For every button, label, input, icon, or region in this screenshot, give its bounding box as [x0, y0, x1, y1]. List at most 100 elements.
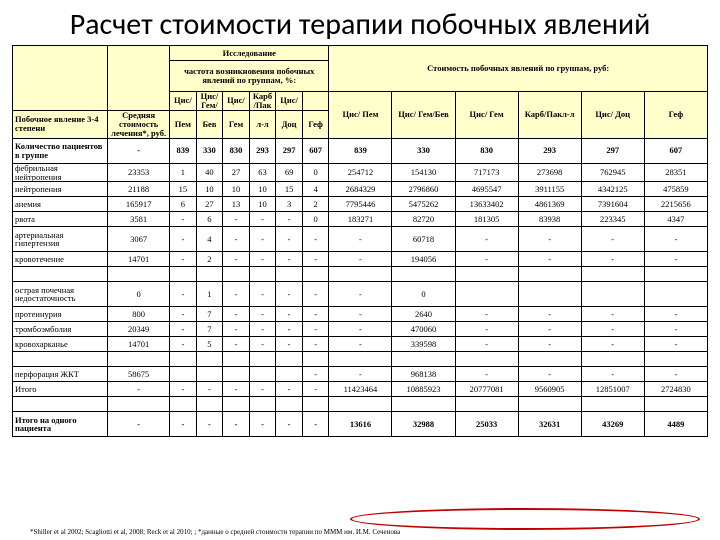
freq-cell: - [302, 412, 329, 437]
cost-cell: 4695547 [455, 182, 518, 197]
cost-cell: - [518, 307, 581, 322]
freq-cell: - [249, 252, 276, 267]
row-label: нейтропения [13, 182, 108, 197]
freq-cell: 69 [276, 163, 303, 182]
cost-cell: 297 [581, 138, 644, 163]
cost-cell: - [455, 322, 518, 337]
freq-cell: - [276, 252, 303, 267]
cost-cell: - [518, 252, 581, 267]
cost-cell: - [581, 227, 644, 252]
hdr-avg-cost: Средняя стоимость лечения*, руб. [108, 110, 170, 138]
cost-cell: 183271 [329, 212, 392, 227]
cost-cell: 83938 [518, 212, 581, 227]
row-label: кровохарканье [13, 337, 108, 352]
freq-cell: 5 [196, 337, 223, 352]
freq-cell: - [170, 252, 197, 267]
freq-cell: - [276, 212, 303, 227]
freq-cell: - [223, 337, 250, 352]
cost-cell: 968138 [392, 367, 455, 382]
freq-cell: - [302, 282, 329, 307]
freq-cell: 27 [223, 163, 250, 182]
freq-cell: 3 [276, 197, 303, 212]
cost-cell: 330 [392, 138, 455, 163]
freq-cell: - [302, 367, 329, 382]
cost-cell: - [581, 322, 644, 337]
freq-cell: 13 [223, 197, 250, 212]
cost-cell: - [581, 367, 644, 382]
freq-cell: - [302, 322, 329, 337]
cost-cell: 762945 [581, 163, 644, 182]
freq-cell: - [170, 322, 197, 337]
freq-cell: - [276, 382, 303, 397]
freq-cell: - [223, 307, 250, 322]
cost-cell [581, 282, 644, 307]
row-label: фебрильная нейтропения [13, 163, 108, 182]
row-avg: - [108, 382, 170, 397]
freq-cell: 15 [170, 182, 197, 197]
row-avg: 14701 [108, 337, 170, 352]
cost-cell: - [581, 252, 644, 267]
freq-cell: - [223, 412, 250, 437]
hdr-study: Исследование [170, 46, 329, 61]
freq-cell: - [223, 322, 250, 337]
freq-cell [223, 367, 250, 382]
cost-cell: 254712 [329, 163, 392, 182]
cost-cell: 32988 [392, 412, 455, 437]
row-avg: 20349 [108, 322, 170, 337]
cost-cell: 339598 [392, 337, 455, 352]
row-avg: 3067 [108, 227, 170, 252]
main-table: ИсследованиеСтоимость побочных явлений п… [12, 45, 708, 437]
freq-cell: 2 [196, 252, 223, 267]
freq-cell: - [276, 227, 303, 252]
cost-cell: - [455, 227, 518, 252]
cost-cell [518, 282, 581, 307]
cost-cell: 7391604 [581, 197, 644, 212]
hdr-side-effect: Побочное явление 3-4 степени [13, 110, 108, 138]
freq-cell: - [223, 227, 250, 252]
cost-cell: 11423464 [329, 382, 392, 397]
freq-cell: - [170, 307, 197, 322]
freq-cell: 293 [249, 138, 276, 163]
table-row [13, 352, 108, 367]
cost-cell: 2215656 [644, 197, 707, 212]
freq-cell: - [223, 252, 250, 267]
freq-cell: - [223, 282, 250, 307]
freq-cell: - [249, 322, 276, 337]
freq-cell: - [196, 382, 223, 397]
freq-cell: - [276, 412, 303, 437]
cost-cell: - [644, 227, 707, 252]
cost-cell: 4861369 [518, 197, 581, 212]
row-label: рвота [13, 212, 108, 227]
freq-cell: 7 [196, 322, 223, 337]
row-avg: 14701 [108, 252, 170, 267]
freq-cell: 830 [223, 138, 250, 163]
table-row [13, 397, 108, 412]
cost-cell: 9560905 [518, 382, 581, 397]
row-label: перфорация ЖКТ [13, 367, 108, 382]
row-avg: 23353 [108, 163, 170, 182]
cost-cell: 7795446 [329, 197, 392, 212]
cost-cell: 32631 [518, 412, 581, 437]
row-label: тромбоэмболия [13, 322, 108, 337]
cost-cell: - [644, 367, 707, 382]
freq-cell: 4 [302, 182, 329, 197]
row-label: острая почечная недостаточность [13, 282, 108, 307]
freq-cell [276, 367, 303, 382]
freq-cell: - [249, 227, 276, 252]
freq-cell: - [170, 282, 197, 307]
row-label: артериальная гипертензия [13, 227, 108, 252]
row-avg: 800 [108, 307, 170, 322]
freq-cell: 7 [196, 307, 223, 322]
cost-cell: 25033 [455, 412, 518, 437]
cost-cell: 830 [455, 138, 518, 163]
cost-cell: - [455, 367, 518, 382]
cost-cell: - [644, 322, 707, 337]
row-label: Количество пациентов в группе [13, 138, 108, 163]
cost-cell: - [329, 307, 392, 322]
cost-cell: - [644, 252, 707, 267]
row-avg: 58675 [108, 367, 170, 382]
cost-cell: - [455, 252, 518, 267]
cost-cell: - [329, 282, 392, 307]
freq-cell: - [276, 282, 303, 307]
table-row [13, 267, 108, 282]
